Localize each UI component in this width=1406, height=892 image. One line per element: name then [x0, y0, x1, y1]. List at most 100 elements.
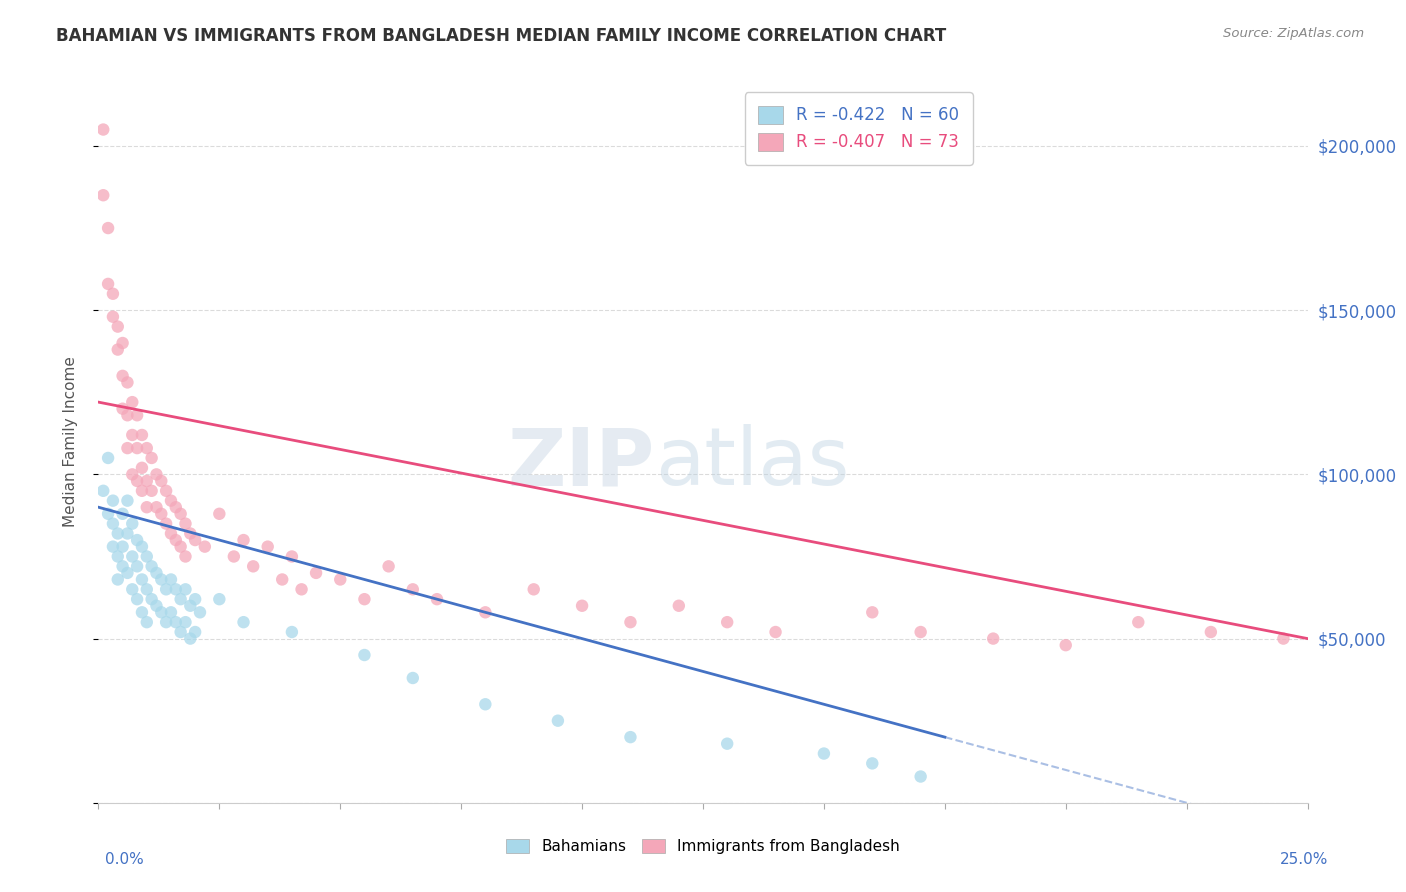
- Point: [150, 605, 173, 619]
- Point: [141, 483, 163, 498]
- Point: [910, 770, 932, 784]
- Point: [101, 310, 124, 324]
- Point: [91, 483, 114, 498]
- Point: [174, 582, 197, 597]
- Point: [117, 566, 139, 580]
- Point: [117, 441, 139, 455]
- Point: [716, 615, 738, 630]
- Point: [474, 698, 496, 712]
- Point: [121, 395, 143, 409]
- Point: [111, 368, 134, 383]
- Point: [127, 441, 149, 455]
- Point: [127, 559, 149, 574]
- Point: [165, 582, 187, 597]
- Point: [145, 467, 167, 482]
- Point: [765, 625, 787, 640]
- Point: [111, 540, 134, 554]
- Point: [127, 409, 149, 423]
- Point: [668, 599, 690, 613]
- Point: [150, 474, 173, 488]
- Point: [179, 526, 201, 541]
- Point: [97, 450, 120, 465]
- Text: Source: ZipAtlas.com: Source: ZipAtlas.com: [1223, 27, 1364, 40]
- Point: [131, 573, 153, 587]
- Point: [150, 573, 173, 587]
- Point: [91, 188, 114, 202]
- Point: [256, 540, 278, 554]
- Legend: Bahamians, Immigrants from Bangladesh: Bahamians, Immigrants from Bangladesh: [501, 833, 905, 860]
- Point: [141, 559, 163, 574]
- Point: [1054, 638, 1077, 652]
- Point: [353, 648, 375, 662]
- Point: [353, 592, 375, 607]
- Point: [155, 615, 177, 630]
- Point: [121, 549, 143, 564]
- Point: [184, 533, 207, 547]
- Point: [131, 460, 153, 475]
- Point: [547, 714, 569, 728]
- Point: [860, 605, 883, 619]
- Point: [107, 319, 129, 334]
- Text: BAHAMIAN VS IMMIGRANTS FROM BANGLADESH MEDIAN FAMILY INCOME CORRELATION CHART: BAHAMIAN VS IMMIGRANTS FROM BANGLADESH M…: [56, 27, 946, 45]
- Point: [165, 615, 187, 630]
- Point: [619, 730, 641, 744]
- Point: [121, 467, 143, 482]
- Point: [188, 605, 211, 619]
- Point: [169, 592, 191, 607]
- Point: [131, 605, 153, 619]
- Text: 25.0%: 25.0%: [1281, 852, 1329, 867]
- Point: [271, 573, 294, 587]
- Point: [619, 615, 641, 630]
- Point: [111, 559, 134, 574]
- Point: [208, 507, 231, 521]
- Point: [571, 599, 593, 613]
- Point: [281, 549, 304, 564]
- Point: [860, 756, 883, 771]
- Point: [117, 376, 139, 390]
- Point: [111, 336, 134, 351]
- Point: [402, 671, 425, 685]
- Point: [97, 221, 120, 235]
- Point: [179, 632, 201, 646]
- Point: [523, 582, 546, 597]
- Point: [474, 605, 496, 619]
- Point: [174, 516, 197, 531]
- Point: [184, 592, 207, 607]
- Point: [131, 483, 153, 498]
- Point: [160, 573, 183, 587]
- Point: [155, 483, 177, 498]
- Point: [169, 540, 191, 554]
- Point: [145, 599, 167, 613]
- Point: [281, 625, 304, 640]
- Point: [121, 428, 143, 442]
- Point: [121, 582, 143, 597]
- Point: [135, 582, 157, 597]
- Point: [117, 493, 139, 508]
- Point: [127, 533, 149, 547]
- Point: [101, 286, 124, 301]
- Point: [160, 493, 183, 508]
- Point: [135, 549, 157, 564]
- Point: [208, 592, 231, 607]
- Point: [165, 533, 187, 547]
- Point: [101, 493, 124, 508]
- Point: [117, 409, 139, 423]
- Point: [194, 540, 217, 554]
- Text: 0.0%: 0.0%: [105, 852, 145, 867]
- Point: [91, 122, 114, 136]
- Point: [174, 615, 197, 630]
- Point: [232, 615, 254, 630]
- Point: [145, 566, 167, 580]
- Point: [232, 533, 254, 547]
- Point: [402, 582, 425, 597]
- Point: [329, 573, 352, 587]
- Point: [141, 592, 163, 607]
- Point: [222, 549, 245, 564]
- Text: ZIP: ZIP: [508, 425, 655, 502]
- Point: [1199, 625, 1222, 640]
- Point: [135, 500, 157, 515]
- Point: [165, 500, 187, 515]
- Point: [910, 625, 932, 640]
- Point: [716, 737, 738, 751]
- Point: [290, 582, 312, 597]
